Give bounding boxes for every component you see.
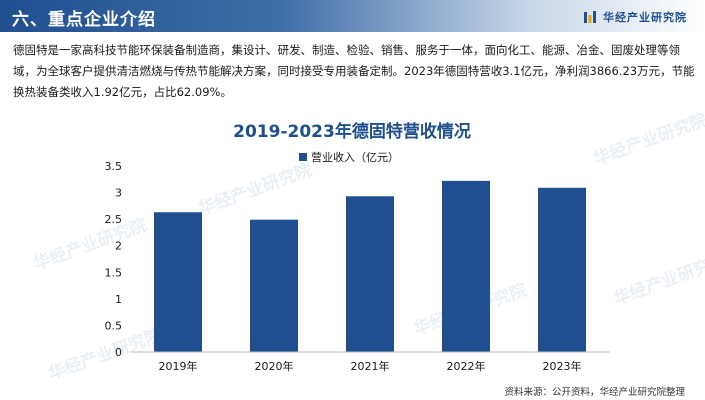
bar-2022年 — [442, 180, 490, 352]
x-tick-label: 2021年 — [351, 359, 390, 373]
legend-swatch — [299, 153, 307, 161]
y-axis: 0 0.5 1 1.5 2 2.5 3 3.5 — [105, 160, 123, 359]
revenue-bar-chart: 2019-2023年德固特营收情况 营业收入（亿元） 0 0.5 1 1.5 2 2.5 3… — [105, 121, 610, 373]
x-tick-label: 2023年 — [543, 359, 582, 373]
bars — [154, 180, 586, 352]
page-title: 六、重点企业介绍 — [12, 10, 156, 30]
chart-legend: 营业收入（亿元） — [299, 150, 399, 164]
y-tick-label: 1 — [115, 293, 122, 306]
y-tick-label: 0.5 — [105, 319, 123, 332]
brand-name: 华经产业研究院 — [603, 11, 687, 24]
y-tick-label: 1.5 — [105, 266, 123, 279]
y-tick-label: 0 — [115, 346, 122, 359]
y-tick-label: 2.5 — [105, 213, 123, 226]
y-tick-label: 3 — [115, 187, 122, 200]
source-note: 资料来源：公开资料，华经产业研究院整理 — [504, 387, 685, 398]
bar-2021年 — [346, 196, 394, 352]
bar-2020年 — [250, 219, 298, 352]
y-tick-label: 2 — [115, 240, 122, 253]
y-tick-label: 3.5 — [105, 160, 123, 173]
header-bar — [0, 0, 705, 32]
bar-2019年 — [154, 212, 202, 352]
x-axis: 2019年 2020年 2021年 2022年 2023年 — [159, 359, 582, 373]
intro-paragraph: 德固特是一家高科技节能环保装备制造商，集设计、研发、制造、检验、销售、服务于一体… — [13, 43, 695, 99]
brand: 华经产业研究院 — [583, 9, 687, 25]
chart-title: 2019-2023年德固特营收情况 — [233, 121, 471, 142]
x-tick-label: 2022年 — [447, 359, 486, 373]
x-tick-label: 2020年 — [255, 359, 294, 373]
bar-2023年 — [538, 187, 586, 352]
legend-label: 营业收入（亿元） — [311, 150, 399, 164]
brand-logo-icon — [584, 11, 596, 23]
x-tick-label: 2019年 — [159, 359, 198, 373]
